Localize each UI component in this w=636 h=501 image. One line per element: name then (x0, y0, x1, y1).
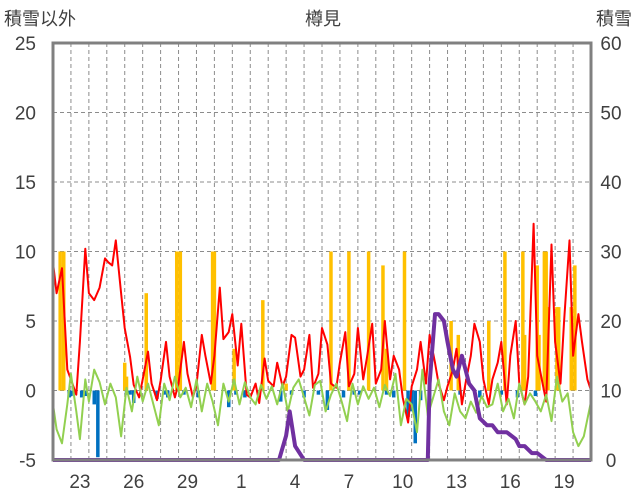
bar-mark (366, 251, 371, 391)
right-axis-ticks: 60 50 40 30 20 10 0 (600, 34, 621, 472)
bar-mark (391, 390, 396, 398)
series-line-2 (52, 222, 592, 424)
left-tick-label: 20 (15, 104, 36, 125)
x-tick-label: 23 (69, 472, 90, 493)
left-axis-ticks: 25 20 15 10 5 0 -5 (15, 34, 36, 472)
bar-mark (384, 390, 389, 395)
x-tick-label: 19 (554, 472, 575, 493)
line-series (52, 222, 592, 462)
left-tick-label: 15 (15, 173, 36, 194)
bar-mark (284, 383, 288, 391)
bar-mark (92, 390, 96, 405)
right-tick-label: 10 (600, 382, 621, 403)
left-tick-label: 5 (25, 312, 36, 333)
bar-mark (210, 251, 215, 391)
x-tick-label: 26 (123, 472, 144, 493)
right-axis-label: 積雪 (596, 9, 632, 30)
bar-mark (279, 390, 283, 402)
bar-mark (144, 293, 149, 391)
chart-title: 樽見 (305, 9, 341, 30)
series-line-3 (52, 368, 592, 448)
x-tick-label: 10 (392, 472, 413, 493)
bar-mark (234, 390, 238, 395)
right-tick-label: 0 (606, 451, 617, 472)
bar-mark (122, 362, 127, 391)
bar-mark (542, 251, 547, 391)
bar-mark (128, 390, 132, 395)
bar-mark (409, 390, 414, 412)
x-tick-label: 13 (446, 472, 467, 493)
right-tick-label: 50 (600, 104, 621, 125)
left-tick-label: 10 (15, 243, 36, 264)
bar-mark (406, 390, 410, 417)
left-tick-label: 0 (25, 382, 36, 403)
plot-frame (51, 41, 593, 462)
right-tick-label: 30 (600, 243, 621, 264)
bar-mark (573, 265, 577, 391)
bar-mark (174, 251, 179, 391)
x-tick-label: 4 (290, 472, 301, 493)
bar-mark (96, 390, 100, 458)
x-tick-label: 1 (236, 472, 247, 493)
bar-mark (329, 251, 333, 391)
left-tick-label: 25 (15, 34, 36, 55)
bar-mark (478, 390, 482, 398)
x-tick-label: 16 (500, 472, 521, 493)
right-tick-label: 60 (600, 34, 621, 55)
bar-mark (521, 251, 525, 391)
bar-mark (533, 390, 538, 397)
x-tick-label: 29 (177, 472, 198, 493)
bar-mark (357, 390, 362, 395)
bar-mark (384, 348, 389, 391)
bar-mark (569, 307, 574, 391)
left-tick-label: -5 (19, 451, 36, 472)
bar-mark (316, 390, 321, 395)
bar-mark (544, 251, 548, 391)
bar-mark (556, 307, 561, 391)
bar-mark (212, 251, 217, 391)
series-line-4 (53, 312, 591, 462)
bar-mark (83, 390, 88, 397)
bar-mark (341, 390, 346, 398)
bar-mark (487, 321, 491, 391)
bar-mark (124, 376, 129, 391)
bar-mark (381, 265, 385, 391)
bar-mark (69, 390, 73, 397)
bar-mark (232, 348, 236, 391)
right-tick-label: 20 (600, 312, 621, 333)
bar-mark (243, 390, 247, 398)
bar-mark (503, 251, 507, 391)
bar-mark (522, 334, 527, 391)
bar-mark (325, 390, 330, 410)
bar-mark (79, 390, 84, 398)
bar-mark (162, 390, 166, 395)
bar-mark (178, 251, 183, 391)
bar-mark (402, 251, 407, 391)
x-tick-label: 7 (344, 472, 355, 493)
bar-series (58, 251, 577, 458)
bar-mark (58, 251, 62, 391)
bar-mark (413, 390, 418, 444)
x-axis-ticks: 23 26 29 1 4 7 10 13 16 19 (69, 472, 574, 493)
right-tick-label: 40 (600, 173, 621, 194)
bar-mark (347, 251, 351, 391)
bar-mark (261, 300, 265, 391)
bar-mark (499, 390, 504, 395)
left-axis-label: 積雪以外 (4, 9, 76, 30)
